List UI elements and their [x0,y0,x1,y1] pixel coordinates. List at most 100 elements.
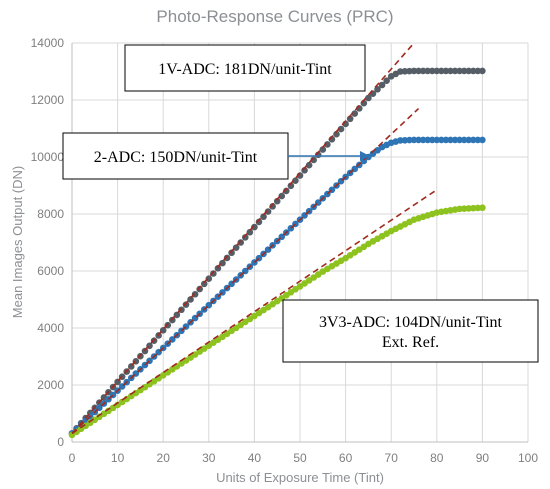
data-point [228,249,235,257]
y-tick-label: 10000 [31,150,65,164]
data-point [351,110,359,117]
data-point [460,67,468,75]
data-point [433,67,441,75]
x-tick-label: 70 [385,451,399,465]
data-point [451,136,459,144]
data-point [182,301,190,308]
annotation-frame [124,44,366,92]
data-point [415,67,422,75]
data-point [447,136,454,144]
y-tick-label: 14000 [31,36,65,50]
chart-title: Photo-Response Curves (PRC) [156,7,393,26]
tick-labels: 0 2000 4000 6000 8000 10000 12000 14000 0 10 20 30 4… [31,36,539,465]
data-point [479,136,486,144]
data-point [465,67,473,75]
data-point [442,136,450,144]
fit-line [71,42,415,434]
x-tick-label: 100 [518,451,538,465]
data-point [337,125,345,133]
data-point [479,204,486,212]
data-point [223,254,231,262]
annotation-box: 1V-ADC: 181DN/unit-Tint [124,44,366,92]
data-point [415,136,422,144]
y-tick-label: 2000 [37,378,64,392]
annotation-text: 3V3-ADC: 104DN/unit-Tint [319,314,503,331]
data-point [383,77,390,84]
x-tick-label: 20 [157,451,171,465]
data-point [474,136,482,144]
y-tick-label: 4000 [37,321,64,335]
data-point [469,67,477,75]
data-point [447,67,454,75]
data-point [456,136,463,144]
data-point [460,136,468,144]
y-axis-label: Mean Images Output (DN) [10,166,25,318]
data-point [438,67,445,75]
x-tick-label: 40 [248,451,262,465]
grid-lines [71,42,529,443]
data-point [319,146,327,153]
x-tick-label: 80 [430,451,444,465]
data-point [200,280,208,288]
x-tick-label: 30 [202,451,216,465]
annotation-box: 3V3-ADC: 104DN/unit-Tint Ext. Ref. [282,299,539,363]
data-point [474,67,482,75]
x-axis-label: Units of Exposure Time (Tint) [216,470,384,485]
annotation-box: 2-ADC: 150DN/unit-Tint [62,132,289,180]
data-point [214,265,222,272]
data-point [260,213,267,221]
fit-line [71,189,438,435]
axes [71,43,528,443]
data-point [283,187,290,195]
data-point [424,67,431,75]
y-tick-label: 0 [57,435,64,449]
x-tick-label: 10 [111,451,125,465]
data-point [219,259,226,267]
y-tick-label: 12000 [31,93,65,107]
data-point [419,136,427,144]
data-point [241,234,249,241]
data-point [278,192,286,200]
data-point [292,177,299,184]
series-3 [68,204,486,439]
data-point [287,182,295,190]
data-point [264,208,272,215]
series-1 [68,67,486,437]
data-point [378,81,386,89]
data-point [419,67,427,75]
data-point [428,67,436,75]
data-point [246,228,254,236]
data-point [187,296,194,303]
data-point [442,67,450,75]
data-point [469,136,477,144]
data-point [438,136,445,144]
arrow-head [360,151,370,161]
fit-lines [71,42,438,435]
annotation-text: 1V-ADC: 181DN/unit-Tint [158,61,332,78]
x-tick-label: 50 [293,451,307,465]
data-point [428,136,436,144]
data-point [269,203,276,210]
data-point [374,147,381,154]
data-point [410,67,418,75]
data-point [451,67,459,75]
y-tick-label: 6000 [37,264,64,278]
data-point [273,197,281,205]
series-2 [68,136,486,437]
data-point [479,67,486,75]
fit-line [71,107,420,435]
data-point [433,136,441,144]
data-point [465,136,473,144]
annotation-frame [282,299,539,363]
annotations: 1V-ADC: 181DN/unit-Tint 2-ADC: 150DN/unit… [62,44,539,363]
data-series [68,67,486,439]
x-tick-label: 60 [339,451,353,465]
annotation-text: 2-ADC: 150DN/unit-Tint [94,149,258,166]
data-point [237,239,245,246]
data-point [424,136,431,144]
data-point [456,67,463,75]
data-point [365,94,372,102]
data-point [410,136,418,144]
y-tick-label: 8000 [37,207,64,221]
